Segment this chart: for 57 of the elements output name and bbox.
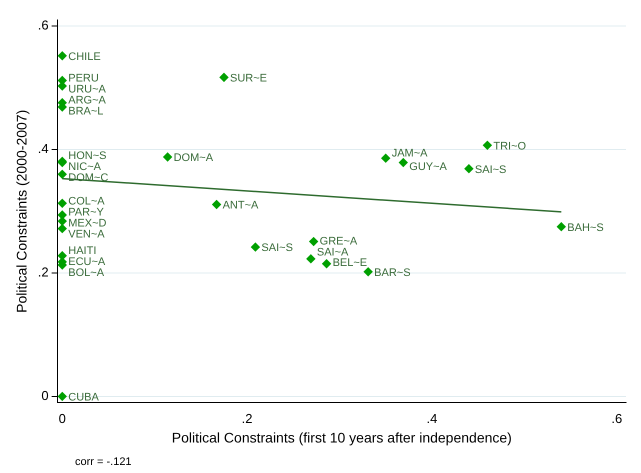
y-axis-title: Political Constraints (2000-2007) — [13, 110, 30, 313]
point — [58, 51, 67, 60]
point — [58, 224, 67, 234]
data-label: CHILE — [68, 50, 101, 63]
data-label: SAI~A — [316, 246, 350, 259]
point — [556, 222, 566, 232]
point — [381, 154, 390, 163]
x-tick-label: .4 — [426, 410, 438, 426]
data-label: PAR~Y — [68, 206, 104, 218]
data-label: GRE~A — [320, 236, 358, 248]
data-label: COL~A — [68, 195, 106, 208]
data-label: VEN~A — [68, 228, 106, 241]
point — [464, 164, 474, 174]
data-label: BAH~S — [567, 222, 604, 234]
data-label: NIC~A — [68, 161, 102, 174]
text: corr = -.121 — [75, 456, 132, 468]
data-label: GUY~A — [409, 160, 448, 173]
x-tick-label: 0 — [58, 410, 66, 426]
data-label: BEL~E — [332, 256, 368, 269]
y-tick-label: .4 — [38, 141, 49, 156]
data-label: SAI~S — [261, 242, 293, 254]
point — [212, 200, 222, 210]
point — [219, 72, 228, 82]
data-label: ANT~A — [222, 200, 260, 212]
data-label: URU~A — [68, 84, 107, 96]
data-label: TRI~O — [493, 140, 527, 152]
point — [322, 259, 332, 268]
data-label: JAM~A — [392, 148, 428, 160]
point — [364, 267, 373, 276]
data-label: ECU~A — [68, 256, 106, 268]
data-label: CUBA — [68, 391, 100, 404]
data-label: MEX~D — [68, 218, 107, 230]
data-label: HAITI — [68, 244, 96, 257]
data-label: BOL~A — [68, 266, 105, 279]
point — [58, 198, 67, 208]
y-tick-label: 0 — [41, 388, 49, 404]
data-label: SAI~S — [474, 164, 506, 176]
data-label: BAR~S — [374, 266, 411, 279]
x-tick-label: .6 — [611, 410, 622, 426]
data-label: SUR~E — [230, 72, 267, 84]
data-label: DOM~A — [174, 152, 214, 164]
point — [306, 254, 316, 264]
point — [58, 392, 67, 401]
y-tick-label: .2 — [38, 264, 49, 280]
data-label: BRA~L — [68, 106, 104, 118]
point — [309, 237, 318, 246]
point — [58, 170, 67, 179]
x-axis-title: Political Constraints (first 10 years after independence) — [172, 429, 512, 446]
data-label: ARG~A — [68, 94, 107, 107]
x-tick-label: .2 — [242, 410, 253, 426]
point — [163, 152, 172, 162]
point — [482, 140, 492, 150]
point — [398, 158, 408, 168]
y-tick-label: .6 — [38, 18, 49, 33]
point — [250, 242, 260, 252]
data-label: PERU — [68, 72, 99, 85]
data-label: HON~S — [68, 150, 106, 162]
